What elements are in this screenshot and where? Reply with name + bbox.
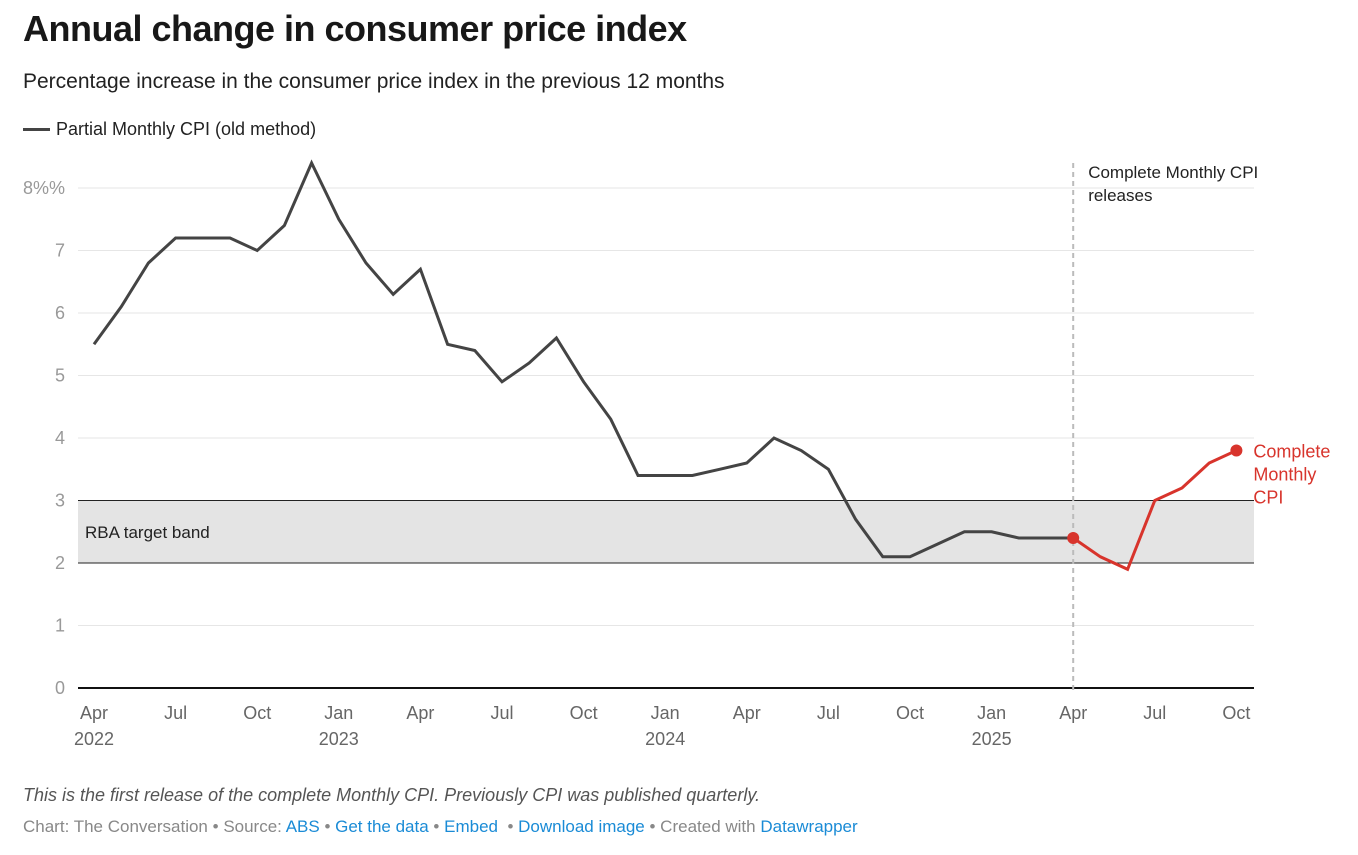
x-tick-label: Jan — [651, 703, 680, 723]
y-tick-label: 8%% — [23, 178, 65, 198]
chart-title: Annual change in consumer price index — [23, 8, 687, 49]
target-band — [78, 500, 1254, 563]
x-tick-label: Oct — [896, 703, 924, 723]
separator: • — [207, 817, 224, 836]
x-tick-label: Oct — [1222, 703, 1250, 723]
x-tick-label: Jul — [817, 703, 840, 723]
y-tick-label: 1 — [55, 616, 65, 636]
embed-link[interactable]: Embed — [444, 817, 498, 836]
separator: • — [502, 817, 519, 836]
x-tick-label: Apr — [1059, 703, 1087, 723]
band-label: RBA target band — [85, 523, 210, 542]
separator: • — [428, 817, 445, 836]
y-tick-label: 2 — [55, 553, 65, 573]
legend-swatch-old-method — [23, 128, 50, 131]
x-tick-year-label: 2023 — [319, 729, 359, 749]
x-tick-year-label: 2022 — [74, 729, 114, 749]
complete-cpi-label: Monthly — [1253, 465, 1316, 485]
y-tick-label: 3 — [55, 491, 65, 511]
data-point — [1230, 444, 1243, 457]
x-tick-year-label: 2024 — [645, 729, 685, 749]
x-tick-label: Jul — [164, 703, 187, 723]
release-annotation-text: Complete Monthly CPI — [1088, 163, 1258, 182]
x-tick-label: Oct — [570, 703, 598, 723]
x-tick-label: Jan — [324, 703, 353, 723]
data-point — [1067, 532, 1080, 544]
y-tick-label: 7 — [55, 241, 65, 261]
download-image-link[interactable]: Download image — [518, 817, 645, 836]
y-tick-label: 5 — [55, 366, 65, 386]
x-tick-label: Apr — [733, 703, 761, 723]
source-link[interactable]: ABS — [285, 817, 320, 836]
separator: • — [319, 817, 336, 836]
y-tick-label: 0 — [55, 678, 65, 698]
chart-subtitle: Percentage increase in the consumer pric… — [23, 70, 725, 93]
get-data-link[interactable]: Get the data — [335, 817, 429, 836]
footer-credits: Chart: The Conversation • Source: ABS • … — [23, 817, 858, 837]
release-annotation-text: releases — [1088, 186, 1152, 205]
x-tick-label: Apr — [406, 703, 434, 723]
x-tick-label: Apr — [80, 703, 108, 723]
source-prefix: Source: — [223, 817, 286, 836]
y-tick-label: 4 — [55, 428, 65, 448]
created-prefix: Created with — [660, 817, 761, 836]
x-tick-year-label: 2025 — [972, 729, 1012, 749]
x-tick-label: Jul — [1143, 703, 1166, 723]
x-tick-label: Oct — [243, 703, 271, 723]
complete-cpi-label: CPI — [1253, 488, 1283, 508]
x-tick-label: Jul — [490, 703, 513, 723]
series-line-partial-cpi — [92, 159, 1074, 559]
chart-credit: Chart: The Conversation — [23, 817, 208, 836]
datawrapper-link[interactable]: Datawrapper — [760, 817, 858, 836]
y-tick-label: 6 — [55, 303, 65, 323]
legend-label-old-method: Partial Monthly CPI (old method) — [56, 119, 317, 139]
complete-cpi-label: Complete — [1253, 442, 1330, 462]
legend: Partial Monthly CPI (old method) — [23, 119, 316, 140]
x-tick-label: Jan — [977, 703, 1006, 723]
line-chart: RBA target band 0 1 2 3 4 5 6 7 8%% Complete Mon… — [23, 159, 1330, 749]
footer-note: This is the first release of the complet… — [23, 785, 760, 805]
separator: • — [644, 817, 661, 836]
